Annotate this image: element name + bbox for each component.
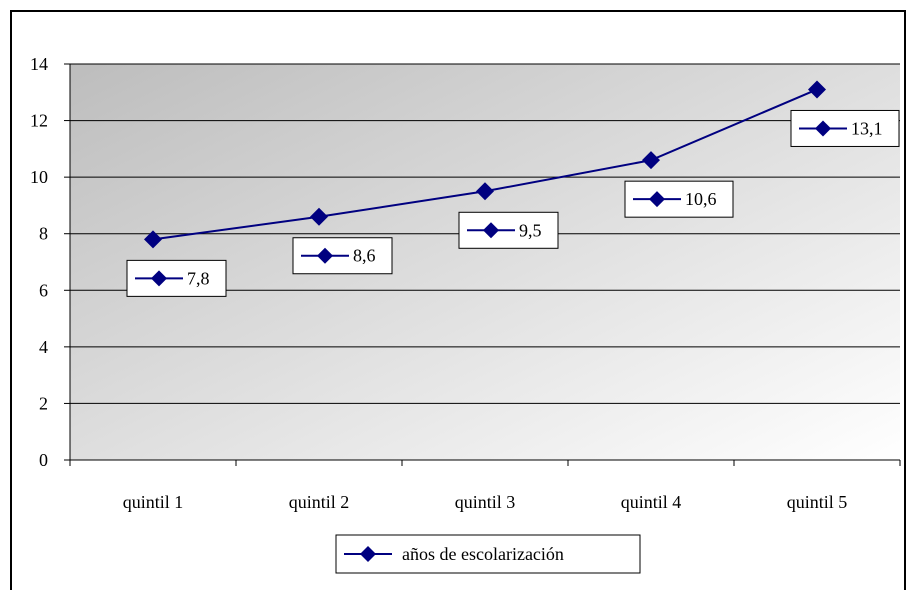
y-tick-label: 2 [39, 393, 48, 413]
x-tick-label: quintil 2 [289, 492, 350, 512]
y-tick-label: 12 [30, 111, 48, 131]
x-tick-label: quintil 1 [123, 492, 184, 512]
y-tick-label: 0 [39, 450, 48, 470]
data-point [476, 182, 494, 201]
gridlines [70, 63, 900, 404]
data-label: 7,8 [126, 259, 227, 297]
legend-label: años de escolarización [402, 544, 564, 564]
data-label-text: 7,8 [187, 268, 210, 288]
data-point [808, 80, 826, 99]
data-label-text: 9,5 [519, 220, 542, 240]
x-tick-label: quintil 4 [621, 492, 682, 512]
legend-marker [360, 546, 376, 562]
legend: años de escolarización [335, 534, 641, 574]
data-label-text: 10,6 [685, 189, 717, 209]
y-tick-label: 6 [39, 280, 48, 300]
data-label: 8,6 [292, 237, 393, 275]
data-point [144, 230, 162, 249]
data-labels: 7,8 8,6 9,5 10,6 13,1 [126, 109, 900, 297]
data-label-key-marker [815, 120, 831, 137]
data-label-key-marker [317, 247, 333, 264]
axes: 0 2 4 6 8 10 12 14 quintil 1 quintil 2 quintil 3 qu… [30, 54, 901, 512]
y-tick-label: 8 [39, 224, 48, 244]
data-label-text: 8,6 [353, 246, 376, 266]
x-tick-label: quintil 5 [787, 492, 848, 512]
data-point [642, 151, 660, 170]
data-label-key-marker [483, 222, 499, 239]
data-label: 9,5 [458, 211, 559, 249]
series-layer [144, 80, 826, 249]
data-label-key-marker [151, 270, 167, 287]
data-label: 13,1 [790, 109, 900, 147]
y-tick-label: 10 [30, 167, 48, 187]
y-tick-label: 14 [30, 54, 48, 74]
data-point [310, 207, 328, 226]
data-label-text: 13,1 [851, 118, 883, 138]
y-tick-label: 4 [39, 337, 48, 357]
data-label: 10,6 [624, 180, 734, 218]
x-tick-label: quintil 3 [455, 492, 516, 512]
data-label-key-marker [649, 191, 665, 208]
